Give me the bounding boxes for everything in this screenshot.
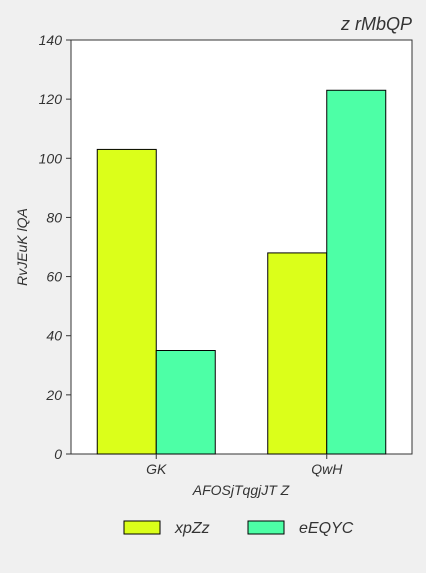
y-tick-label: 80 (46, 209, 62, 225)
y-tick-label: 140 (39, 32, 63, 48)
chart-title: z rMbQP (340, 14, 412, 34)
legend-label-eeqyc: eEQYC (299, 520, 354, 537)
legend: xpZz eEQYC (123, 520, 354, 537)
bar-eeqyc-qwh (326, 89, 387, 455)
y-tick-label: 40 (46, 328, 62, 344)
x-tick-label-gk: GK (146, 461, 167, 477)
y-axis: 0 20 40 60 80 100 120 140 (39, 32, 71, 462)
x-tick-label-qwh: QwH (311, 461, 343, 477)
legend-swatch-eeqyc (247, 520, 285, 535)
y-tick-label: 100 (39, 150, 63, 166)
y-tick-label: 120 (39, 91, 63, 107)
bar-eeqyc-gk (155, 350, 216, 455)
y-tick-label: 0 (54, 446, 62, 462)
y-tick-label: 20 (45, 387, 62, 403)
y-tick-label: 60 (46, 269, 62, 285)
bar-xpzz-gk (96, 148, 157, 455)
y-axis-label: RvJEuK lQA (14, 208, 30, 286)
bars-group (96, 89, 387, 455)
bar-xpzz-qwh (267, 252, 328, 455)
x-axis: GK QwH (146, 454, 343, 477)
legend-label-xpzz: xpZz (174, 520, 210, 537)
legend-swatch-xpzz (123, 520, 161, 535)
x-axis-label: AFOSjTqgjJT Z (192, 482, 290, 498)
